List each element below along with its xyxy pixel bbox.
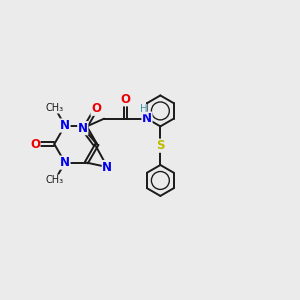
Text: N: N [60,119,70,132]
Text: S: S [156,139,165,152]
Text: N: N [60,156,70,169]
Text: N: N [102,160,112,173]
Text: O: O [91,102,101,115]
Text: H: H [140,104,147,114]
Text: O: O [121,93,130,106]
Text: O: O [30,138,40,151]
Text: N: N [142,112,152,125]
Text: CH₃: CH₃ [46,103,64,113]
Text: N: N [78,122,88,135]
Text: CH₃: CH₃ [46,175,64,185]
